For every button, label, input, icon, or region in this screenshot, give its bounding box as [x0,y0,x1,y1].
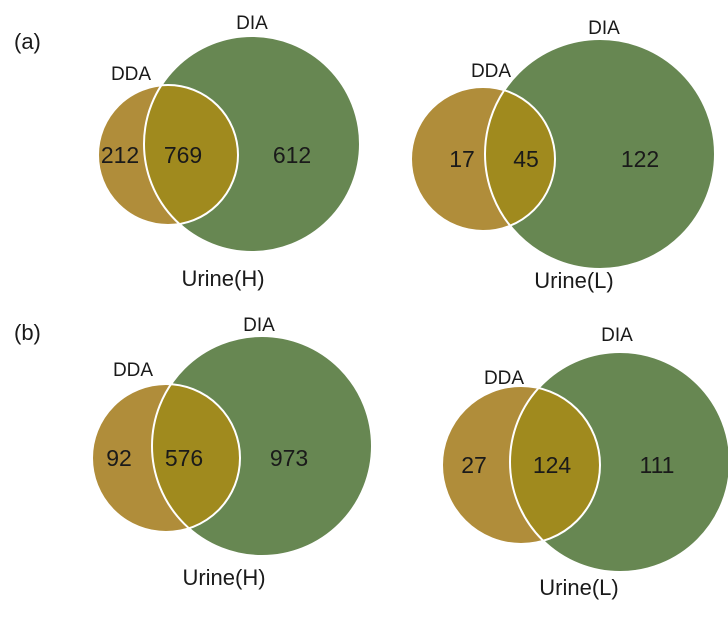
overlap-count: 45 [513,146,539,172]
dda-outline [441,385,601,545]
dia-label: DIA [243,315,275,336]
overlap-count: 124 [533,452,572,478]
dda-label: DDA [471,61,511,82]
dia-label: DIA [601,325,633,346]
dia-only-count: 973 [270,445,308,471]
sample-label: Urine(H) [181,266,264,291]
dda-only-count: 27 [461,452,487,478]
panel-b-label: (b) [14,320,41,345]
dia-label: DIA [236,13,268,34]
dia-outline [151,335,373,557]
dia-only-count: 122 [621,146,659,172]
dia-outline [143,35,361,253]
dia-outline [509,351,728,573]
dda-label: DDA [484,368,524,389]
venn-a-urine-h: DIA DDA 212 769 612 Urine(H) [97,13,361,291]
dda-outline [97,84,239,226]
overlap-region [510,386,600,544]
dia-outline [484,38,716,270]
panel-a-label: (a) [14,29,41,54]
dda-label: DDA [111,64,151,85]
dda-label: DDA [113,360,153,381]
dda-outline [91,383,241,533]
dda-only-count: 92 [106,445,132,471]
dda-only-count: 17 [449,146,475,172]
overlap-count: 576 [165,445,203,471]
venn-a-urine-l: DIA DDA 17 45 122 Urine(L) [410,18,716,293]
panel-a: (a) DIA DDA 212 769 612 Urine(H) DIA DDA… [14,13,716,293]
dia-only-count: 612 [273,142,311,168]
sample-label: Urine(H) [182,565,265,590]
venn-b-urine-l: DIA DDA 27 124 111 Urine(L) [441,325,728,600]
dda-outline [410,86,556,232]
venn-b-urine-h: DIA DDA 92 576 973 Urine(H) [91,315,373,590]
sample-label: Urine(L) [534,268,613,293]
overlap-count: 769 [164,142,202,168]
dia-circle [485,39,715,269]
dia-label: DIA [588,18,620,39]
panel-b: (b) DIA DDA 92 576 973 Urine(H) DIA DDA … [14,315,728,600]
sample-label: Urine(L) [539,575,618,600]
dda-only-count: 212 [101,142,139,168]
dia-only-count: 111 [640,452,675,478]
